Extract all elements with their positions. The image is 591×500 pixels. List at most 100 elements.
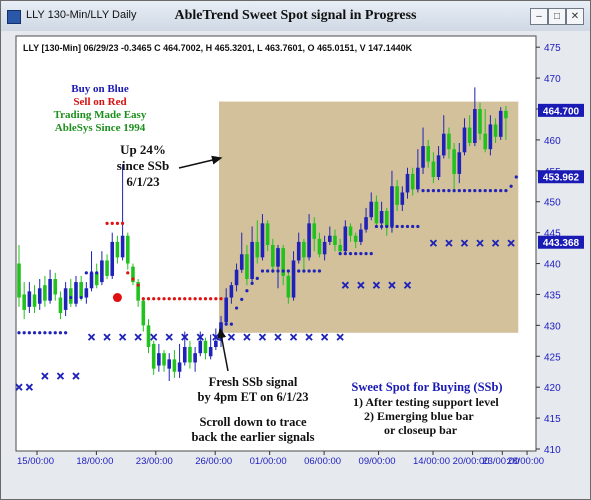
- candle-body: [234, 269, 239, 286]
- candle-body: [74, 282, 78, 304]
- candle-body: [307, 223, 311, 258]
- resistance-dot: [183, 297, 187, 301]
- candle-body: [400, 192, 405, 205]
- support-dot: [58, 331, 63, 335]
- candle: [493, 118, 498, 143]
- candle-body: [188, 347, 192, 363]
- resistance-dot: [115, 221, 120, 225]
- candle: [271, 238, 275, 273]
- candle-body: [136, 282, 140, 301]
- legend-entry: Sell on Red: [73, 96, 126, 108]
- candle: [436, 146, 441, 181]
- candle-body: [146, 325, 151, 347]
- y-tick-label: 460: [544, 136, 561, 147]
- candle: [255, 220, 260, 264]
- x-marker-stroke: [196, 333, 204, 341]
- support-dot: [53, 331, 57, 335]
- resistance-dot: [131, 277, 135, 281]
- candle: [162, 350, 166, 372]
- candle-body: [53, 279, 58, 295]
- support-dot: [64, 331, 68, 335]
- x-marker-stroke: [320, 333, 329, 341]
- candle-body: [353, 235, 358, 242]
- candle: [291, 251, 296, 301]
- support-dot: [457, 189, 461, 193]
- x-marker-stroke: [15, 383, 23, 391]
- candle: [488, 115, 493, 156]
- candle: [74, 275, 78, 307]
- candle-body: [488, 124, 493, 150]
- candle-body: [229, 285, 234, 298]
- resistance-dot: [219, 297, 223, 301]
- support-dot: [359, 252, 363, 256]
- candle: [48, 269, 52, 304]
- support-dot: [229, 322, 233, 326]
- candle: [250, 226, 254, 283]
- candle: [53, 272, 58, 301]
- candle-body: [333, 235, 337, 245]
- candle: [260, 214, 265, 261]
- candle-body: [271, 245, 275, 267]
- candle: [281, 245, 285, 286]
- support-dot: [488, 189, 492, 193]
- support-dot: [27, 331, 31, 335]
- candle-body: [193, 353, 197, 363]
- resistance-dot: [198, 297, 202, 301]
- candle: [115, 235, 120, 264]
- y-tick-label: 470: [544, 74, 561, 85]
- support-dot: [266, 269, 270, 273]
- candle: [37, 279, 42, 310]
- candle: [426, 139, 431, 168]
- x-marker-stroke: [507, 239, 515, 247]
- candle: [374, 195, 379, 227]
- x-marker: [274, 333, 282, 341]
- x-marker-stroke: [357, 281, 365, 289]
- maximize-button[interactable]: □: [548, 8, 566, 25]
- window-titlebar[interactable]: LLY 130-Min/LLY Daily AbleTrend Sweet Sp…: [1, 1, 590, 32]
- chart-area[interactable]: 4104154204254304354404454504554604654704…: [1, 31, 590, 499]
- candle-body: [22, 294, 26, 310]
- candle: [348, 223, 353, 242]
- candle: [120, 164, 125, 261]
- candle-body: [245, 254, 249, 279]
- candle: [229, 282, 234, 304]
- candle: [239, 232, 244, 273]
- support-dot: [348, 252, 353, 256]
- candle-body: [431, 161, 436, 177]
- x-tick-label: 23/00:00: [136, 456, 173, 467]
- candle: [322, 235, 327, 261]
- minimize-button[interactable]: –: [530, 8, 548, 25]
- x-marker: [289, 333, 298, 341]
- candle-body: [203, 340, 208, 354]
- support-dot: [260, 269, 265, 273]
- candle-body: [265, 223, 270, 245]
- x-marker-stroke: [150, 333, 158, 341]
- x-marker-stroke: [336, 333, 344, 341]
- candle: [317, 232, 322, 258]
- support-dot: [32, 331, 37, 335]
- x-marker: [388, 281, 396, 289]
- support-dot: [297, 269, 301, 273]
- support-dot: [291, 269, 296, 273]
- support-dot: [317, 269, 322, 273]
- candle: [214, 328, 218, 351]
- legend-entry: Trading Made Easy: [54, 109, 147, 121]
- candle-body: [79, 282, 83, 298]
- x-marker: [150, 333, 158, 341]
- x-marker: [341, 281, 349, 289]
- price-label: 443.368: [538, 235, 584, 249]
- support-dot: [79, 295, 83, 300]
- support-dot: [17, 331, 21, 335]
- support-dot: [478, 189, 482, 193]
- resistance-dot: [172, 297, 176, 301]
- x-marker: [357, 281, 365, 289]
- x-marker: [320, 333, 329, 341]
- candle-body: [94, 272, 99, 286]
- candle: [151, 340, 156, 375]
- price-label-text: 453.962: [543, 173, 580, 184]
- support-dot: [390, 224, 394, 229]
- candle-body: [239, 254, 244, 270]
- close-button[interactable]: ✕: [566, 8, 584, 25]
- x-marker-stroke: [25, 383, 33, 391]
- x-marker: [227, 333, 236, 341]
